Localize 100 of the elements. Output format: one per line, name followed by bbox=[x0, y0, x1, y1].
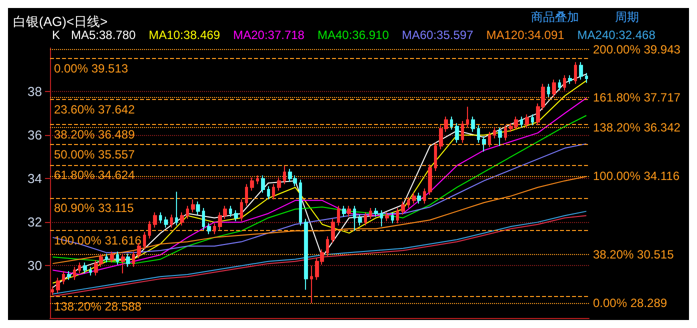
ref-line-label: 0.00% 28.289 bbox=[593, 296, 668, 310]
ref-line-label: 50.00% 35.557 bbox=[54, 148, 136, 162]
ref-line-label: 23.60% 37.642 bbox=[54, 102, 136, 116]
candlestick bbox=[159, 212, 162, 224]
y-tick-label: 34 bbox=[28, 171, 42, 186]
ref-line-label: 161.80% 37.717 bbox=[593, 90, 681, 105]
candlestick bbox=[450, 116, 453, 130]
candlestick bbox=[380, 210, 383, 228]
candlestick bbox=[337, 205, 340, 226]
text: MA240:32.468 bbox=[577, 28, 656, 42]
candlestick bbox=[56, 277, 60, 294]
ref-line-label: 80.90% 33.115 bbox=[54, 200, 134, 215]
y-tick-label: 36 bbox=[28, 128, 42, 143]
candlestick bbox=[342, 205, 346, 218]
candlestick bbox=[374, 208, 378, 218]
candlestick bbox=[299, 179, 302, 226]
candlestick bbox=[83, 262, 87, 274]
candlestick bbox=[471, 116, 475, 132]
candlestick bbox=[116, 251, 119, 266]
candlestick bbox=[401, 201, 405, 216]
candlestick bbox=[229, 205, 232, 218]
candlestick bbox=[364, 212, 367, 226]
candlestick bbox=[358, 214, 362, 226]
y-tick-label: 32 bbox=[28, 214, 42, 230]
ref-line-label: 0.00% 39.513 bbox=[54, 62, 128, 76]
candlestick bbox=[520, 116, 523, 128]
candlestick bbox=[256, 174, 259, 185]
candlestick bbox=[240, 198, 243, 222]
candlestick bbox=[461, 120, 464, 144]
ref-line-label: 38.20% 36.489 bbox=[54, 127, 136, 142]
candlestick bbox=[164, 216, 168, 228]
candlestick bbox=[191, 198, 195, 213]
candlestick bbox=[423, 188, 426, 204]
candlestick bbox=[385, 212, 389, 222]
candlestick bbox=[110, 251, 114, 263]
candlestick bbox=[504, 124, 507, 142]
candlestick bbox=[170, 214, 173, 228]
candlestick bbox=[579, 62, 583, 80]
candlestick bbox=[126, 253, 130, 268]
text: MA20:37.718 bbox=[233, 28, 305, 42]
candlestick bbox=[391, 212, 394, 224]
line-series bbox=[52, 143, 587, 254]
text: MA40:36.910 bbox=[317, 28, 390, 42]
candlestick bbox=[558, 79, 561, 91]
candlestick bbox=[498, 126, 502, 146]
chart-title: 白银(AG)<日线> bbox=[13, 14, 108, 29]
ref-line-label: 100.00% 34.116 bbox=[593, 169, 680, 184]
text: 商品叠加 bbox=[531, 10, 579, 24]
candlestick bbox=[62, 270, 65, 285]
candlestick bbox=[148, 220, 151, 240]
candlestick bbox=[552, 79, 556, 98]
candlestick bbox=[547, 83, 550, 98]
text: 周期 bbox=[615, 10, 639, 24]
candlestick bbox=[310, 265, 313, 304]
candlestick bbox=[132, 251, 135, 268]
candlestick bbox=[574, 62, 577, 84]
text: MA60:35.597 bbox=[402, 28, 474, 42]
ref-line-label: 38.20% 30.515 bbox=[593, 247, 674, 262]
candlestick bbox=[73, 266, 76, 280]
candlestick bbox=[396, 208, 399, 224]
candlestick bbox=[347, 205, 351, 218]
candlestick bbox=[186, 205, 189, 220]
ref-line-label: 138.20% 36.342 bbox=[593, 120, 681, 135]
candlestick bbox=[369, 208, 372, 220]
candlestick bbox=[121, 253, 125, 274]
ref-line-label: 200.00% 39.943 bbox=[593, 42, 681, 56]
candlestick bbox=[153, 212, 157, 228]
text: MA10:38.469 bbox=[148, 28, 220, 42]
candlestick bbox=[267, 186, 270, 200]
candlestick bbox=[331, 218, 335, 244]
candlestick bbox=[175, 191, 178, 226]
candlestick bbox=[143, 231, 146, 250]
line-series bbox=[52, 115, 587, 264]
y-tick-label: 38 bbox=[28, 84, 42, 100]
candlestick bbox=[283, 165, 286, 185]
candlestick bbox=[272, 184, 275, 200]
candlestick bbox=[89, 266, 92, 276]
candlestick bbox=[428, 164, 432, 196]
candlestick bbox=[51, 286, 54, 296]
candlestick bbox=[525, 114, 529, 128]
y-tick-label: 30 bbox=[28, 258, 42, 274]
candlestick bbox=[353, 205, 356, 232]
candlestick bbox=[245, 184, 248, 206]
text: MA120:34.091 bbox=[486, 28, 565, 42]
candlestick bbox=[207, 222, 211, 235]
candlestick bbox=[213, 222, 216, 235]
candlestick bbox=[585, 72, 588, 84]
candlestick bbox=[196, 201, 200, 216]
candlestick bbox=[78, 262, 81, 274]
candlestick bbox=[477, 124, 480, 144]
text: MA5:38.780 bbox=[71, 28, 136, 42]
candlestick bbox=[455, 122, 459, 144]
candlestick bbox=[531, 114, 534, 126]
candlestick bbox=[180, 212, 184, 226]
candlestick bbox=[105, 253, 108, 263]
candlestick bbox=[304, 218, 308, 290]
candlestick bbox=[434, 142, 437, 172]
candlestick bbox=[326, 236, 329, 256]
candlestick bbox=[250, 177, 254, 192]
candlestick bbox=[417, 192, 421, 204]
